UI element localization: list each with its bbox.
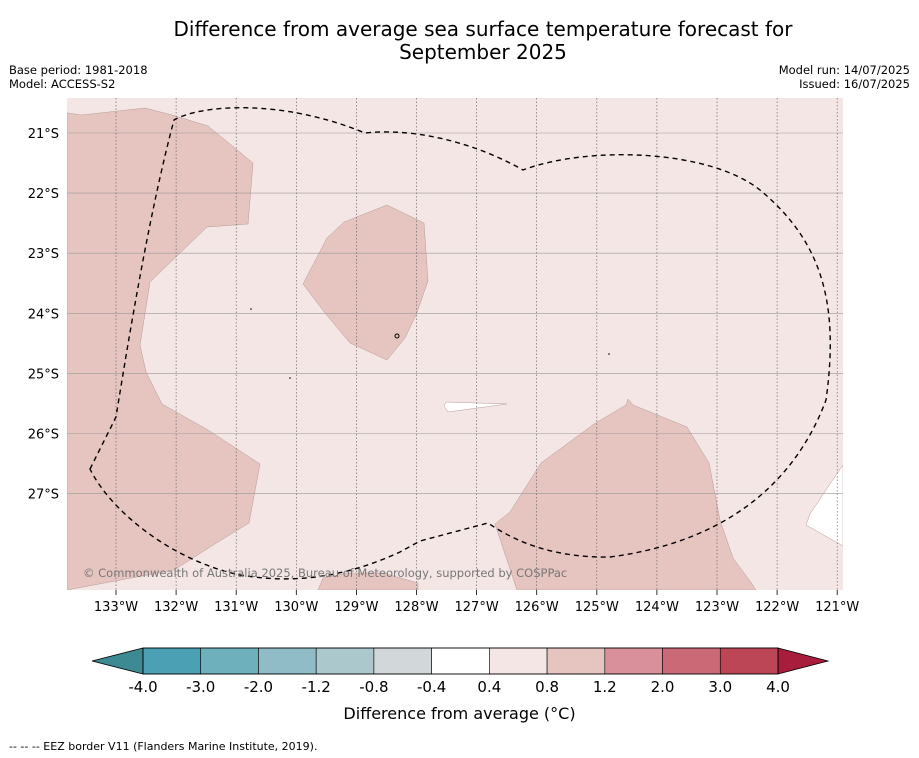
- colorbar-swatch: [373, 647, 432, 675]
- lon-label: 130°W: [274, 600, 318, 615]
- colorbar-swatch: [200, 647, 259, 675]
- colorbar-swatch: [258, 647, 317, 675]
- colorbar-swatch: [719, 647, 779, 675]
- lat-label: 22°S: [28, 187, 59, 202]
- lat-label: 27°S: [28, 488, 59, 503]
- base-period: Base period: 1981-2018: [9, 63, 148, 77]
- lon-label: 133°W: [94, 600, 138, 615]
- colorbar-tick-label: 1.2: [593, 678, 617, 696]
- map: 21°S22°S23°S24°S25°S26°S27°S 133°W 132°W 1…: [28, 98, 860, 615]
- lat-label: 23°S: [28, 247, 59, 262]
- colorbar-swatch: [604, 647, 663, 675]
- model-name: Model: ACCESS-S2: [9, 77, 116, 91]
- colorbar-tick-label: -1.2: [302, 678, 331, 696]
- colorbar-swatch: [662, 647, 721, 675]
- title-line-2: September 2025: [399, 40, 567, 64]
- colorbar-tick-label: 0.4: [477, 678, 501, 696]
- chart-title: Difference from average sea surface temp…: [0, 18, 919, 64]
- gridlines: [67, 98, 843, 595]
- low-anomaly-patch-east: [805, 464, 843, 547]
- anomaly-region-south: [317, 572, 419, 590]
- colorbar-boxes: [91, 647, 830, 675]
- colorbar-swatch: [431, 647, 490, 675]
- lon-label: 126°W: [515, 600, 559, 615]
- colorbar-tick-label: -3.0: [186, 678, 215, 696]
- colorbar-over-arrow: [777, 647, 830, 675]
- eez-footnote: -- -- -- EEZ border V11 (Flanders Marine…: [9, 740, 318, 753]
- colorbar-tick-label: -0.4: [417, 678, 446, 696]
- lon-label: 132°W: [154, 600, 198, 615]
- eez-border: [89, 106, 831, 580]
- title-line-1: Difference from average sea surface temp…: [173, 17, 793, 41]
- anomaly-region-central: [302, 204, 429, 361]
- meta-right: Model run: 14/07/2025 Issued: 16/07/2025: [779, 63, 910, 91]
- anomaly-region-west: [67, 107, 261, 590]
- lon-label: 124°W: [635, 600, 679, 615]
- colorbar-tick-label: 2.0: [651, 678, 675, 696]
- issued-date: Issued: 16/07/2025: [799, 77, 910, 91]
- lat-label: 21°S: [28, 127, 59, 142]
- lat-label: 25°S: [28, 367, 59, 382]
- colorbar-tick-label: -4.0: [128, 678, 157, 696]
- longitude-labels: 133°W 132°W 131°W 130°W 129°W 128°W 127°W 126°W…: [94, 600, 860, 615]
- colorbar-under-arrow: [91, 647, 144, 675]
- colorbar-tick-label: -0.8: [359, 678, 388, 696]
- copyright-notice: © Commonwealth of Australia 2025, Bureau…: [83, 566, 567, 580]
- lon-label: 122°W: [755, 600, 799, 615]
- colorbar-swatch: [489, 647, 548, 675]
- anomaly-contours: [67, 107, 843, 590]
- anomaly-region-southeast: [494, 398, 757, 590]
- colorbar-swatch: [315, 647, 375, 675]
- colorbar-swatch: [546, 647, 606, 675]
- lat-label: 24°S: [28, 307, 59, 322]
- meta-left: Base period: 1981-2018 Model: ACCESS-S2: [9, 63, 148, 91]
- colorbar-tick-labels: -4.0 -3.0 -2.0 -1.2 -0.8 -0.4 0.4 0.8 1.2 2.0 3.0 4…: [128, 678, 790, 696]
- lon-label: 123°W: [695, 600, 739, 615]
- lat-label: 26°S: [28, 428, 59, 443]
- low-anomaly-patch-center: [443, 401, 508, 413]
- colorbar-tick-label: -2.0: [244, 678, 273, 696]
- colorbar-tick-label: 3.0: [708, 678, 732, 696]
- lon-label: 121°W: [815, 600, 859, 615]
- lon-label: 131°W: [214, 600, 258, 615]
- colorbar-tick-label: 4.0: [766, 678, 790, 696]
- lon-label: 129°W: [334, 600, 378, 615]
- colorbar-swatch: [142, 647, 202, 675]
- colorbar-title: Difference from average (°C): [343, 704, 576, 723]
- lon-label: 128°W: [394, 600, 438, 615]
- latitude-labels: 21°S 22°S 23°S 24°S 25°S 26°S 27°S: [28, 127, 59, 503]
- islands: [250, 308, 610, 379]
- lon-label: 127°W: [455, 600, 499, 615]
- model-run: Model run: 14/07/2025: [778, 63, 910, 77]
- lon-label: 125°W: [575, 600, 619, 615]
- colorbar-tick-label: 0.8: [535, 678, 559, 696]
